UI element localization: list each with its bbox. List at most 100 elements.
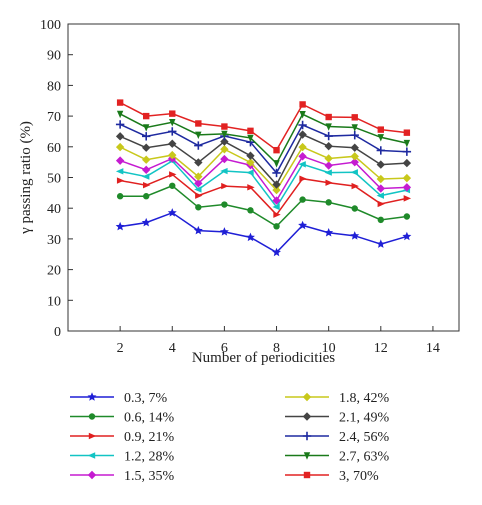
data-point — [273, 211, 281, 218]
data-point — [376, 184, 385, 193]
data-point — [195, 120, 202, 127]
data-point — [219, 227, 229, 236]
data-point — [273, 146, 280, 154]
data-point — [220, 167, 228, 175]
legend-marker — [303, 471, 311, 479]
data-point — [220, 154, 229, 164]
data-point — [403, 139, 411, 148]
legend-marker — [302, 431, 312, 441]
data-point — [194, 172, 203, 181]
data-point — [376, 160, 385, 169]
data-point — [377, 126, 384, 133]
series-line — [119, 146, 407, 192]
legend-item: 3, 70% — [285, 469, 379, 484]
data-point — [351, 114, 358, 121]
y-tick-label: 50 — [47, 172, 61, 187]
legend-marker — [302, 412, 312, 421]
legend-label: 2.1, 49% — [339, 411, 390, 426]
data-point — [350, 152, 359, 161]
legend-marker — [87, 392, 97, 401]
data-point — [221, 130, 228, 139]
legend-marker — [302, 392, 312, 402]
data-point — [194, 179, 203, 188]
data-point — [142, 155, 151, 164]
series-10 — [116, 99, 411, 154]
data-point — [325, 199, 332, 206]
data-point — [324, 161, 333, 170]
y-tick-label: 60 — [47, 141, 61, 156]
legend-item: 1.8, 42% — [285, 391, 390, 406]
data-point — [193, 225, 203, 235]
data-point — [246, 232, 255, 242]
series-7 — [115, 130, 412, 189]
series-6 — [115, 142, 412, 195]
data-point — [273, 160, 280, 168]
data-point — [115, 156, 125, 165]
data-point — [351, 182, 359, 190]
series-line — [119, 101, 407, 152]
legend-marker — [88, 413, 96, 420]
data-point — [115, 120, 125, 129]
data-point — [168, 150, 177, 160]
data-point — [169, 182, 176, 189]
data-point — [298, 220, 308, 230]
data-point — [194, 141, 203, 150]
x-tick-label: 14 — [426, 341, 440, 356]
data-point — [115, 132, 125, 141]
data-point — [298, 152, 307, 161]
legend-label: 2.7, 63% — [339, 450, 390, 465]
legend-label: 1.5, 35% — [124, 469, 175, 484]
data-point — [350, 169, 358, 176]
series-2 — [116, 182, 411, 230]
data-point — [376, 192, 384, 199]
data-point — [142, 165, 151, 175]
data-point — [324, 169, 332, 176]
data-point — [141, 217, 151, 227]
legend-item: 0.3, 7% — [70, 391, 168, 406]
data-point — [247, 184, 255, 191]
x-tick-label: 12 — [374, 341, 388, 356]
legend-item: 2.4, 56% — [285, 430, 390, 445]
y-tick-label: 30 — [47, 233, 61, 248]
legend-item: 2.1, 49% — [285, 411, 390, 426]
legend-label: 0.6, 14% — [124, 411, 175, 426]
plot-frame — [67, 23, 460, 332]
data-point — [194, 186, 202, 193]
series-line — [120, 211, 408, 254]
data-point — [116, 99, 124, 106]
data-point — [325, 179, 333, 186]
series-9 — [116, 110, 411, 168]
data-point — [350, 130, 359, 140]
data-point — [143, 193, 150, 200]
x-tick-label: 6 — [221, 341, 228, 356]
data-point — [169, 119, 176, 127]
data-point — [376, 174, 385, 184]
series-3 — [116, 171, 412, 218]
y-tick-label: 10 — [47, 294, 61, 309]
y-tick-label: 0 — [54, 325, 61, 340]
y-tick-label: 90 — [47, 49, 61, 64]
data-point — [299, 111, 306, 119]
data-point — [376, 239, 386, 248]
legend-label: 2.4, 56% — [339, 430, 390, 445]
data-point — [402, 158, 412, 168]
data-point — [115, 221, 125, 231]
data-point — [272, 168, 281, 178]
data-point — [272, 203, 280, 211]
data-point — [298, 130, 307, 139]
data-point — [142, 143, 151, 152]
legend-item: 0.6, 14% — [70, 411, 175, 426]
y-tick-label: 70 — [47, 110, 61, 125]
data-point — [402, 183, 412, 192]
data-point — [402, 147, 412, 156]
data-point — [116, 193, 124, 200]
legend-label: 3, 70% — [339, 469, 379, 484]
data-point — [116, 110, 124, 119]
x-tick-label: 8 — [273, 341, 280, 356]
data-point — [325, 113, 332, 121]
series-line — [119, 155, 407, 202]
data-point — [169, 171, 177, 178]
series-5 — [115, 152, 412, 205]
data-point — [377, 216, 384, 224]
